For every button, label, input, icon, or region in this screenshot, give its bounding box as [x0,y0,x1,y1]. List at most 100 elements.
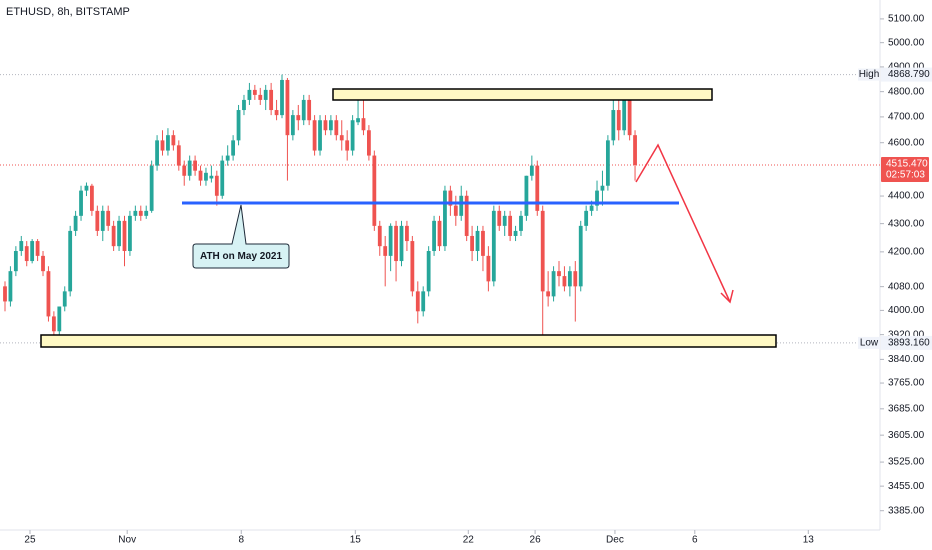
candle-body [388,225,393,256]
candle-body [187,160,192,176]
candle-body [160,140,165,151]
candle-body [171,135,176,146]
candles [3,74,637,343]
y-tick-label: 3920.00 [888,329,925,340]
candle-body [128,215,132,252]
candle-body [595,190,599,206]
x-tick-label: 15 [350,535,362,546]
level-tag: Low [860,338,879,349]
candle-body [117,220,121,247]
candle-body [258,94,263,100]
candle-body [13,251,18,272]
candle-body [497,210,502,226]
arrow-head [720,289,734,304]
candle-body [546,291,551,297]
candle-body [51,316,56,332]
level-value-box [881,335,932,350]
candle-body [519,215,523,231]
candle-body [394,225,398,262]
candle-body [166,135,170,151]
x-tick-label: Dec [606,535,624,546]
candle-body [557,271,561,277]
candle-body [567,271,572,287]
last-price-label: 4515.470 [886,159,928,170]
y-tick-label: 4200.00 [888,247,925,258]
level-tag-box [858,336,880,349]
y-tick-label: 3455.00 [888,481,925,492]
callout [192,204,290,269]
candle-body [470,235,475,252]
y-tick-label: 4900.00 [888,62,925,73]
candle-body [312,120,317,151]
candle-body [198,170,203,181]
candle-body [79,190,83,216]
candle-body [89,185,94,211]
candle-body [144,210,149,216]
candle-body [540,210,545,292]
candle-body [138,210,143,216]
candle-body [318,120,322,151]
candle-body [578,225,583,287]
candle-body [573,271,578,287]
candle-body [399,225,404,262]
candle-body [426,251,431,292]
candle-body [562,276,567,287]
level-value: 4868.790 [888,69,930,80]
candle-body [274,110,279,116]
candle-body [524,175,529,216]
candle-body [432,220,436,252]
candle-body [323,120,328,131]
x-tick-label: 8 [238,535,244,546]
candle-body [68,230,73,292]
candle-body [633,135,637,165]
y-tick-label: 4080.00 [888,281,925,292]
candle-body [589,205,594,211]
y-tick-label: 4800.00 [888,86,925,97]
candle-body [616,110,621,131]
candle-body [464,195,469,236]
projection-arrow [635,143,731,303]
candle-body [41,255,45,272]
candle-body [307,99,312,121]
candle-body [3,286,7,302]
candle-body [551,271,556,297]
level-value: 3893.160 [888,338,930,349]
candle-body [290,115,295,136]
candle-body [328,120,333,131]
candle-body [280,79,284,116]
candle-body [459,195,464,216]
candle-body [350,120,355,151]
candle-body [584,210,589,226]
candle-body [508,215,513,236]
candle-body [361,118,366,131]
candle-body [62,291,67,307]
candle-body [372,155,377,226]
candle-body [383,246,388,256]
candle-body [622,99,627,131]
candle-body [421,291,426,312]
candle-body [301,99,306,121]
resistance-box [332,88,713,101]
candle-body [377,225,382,247]
candle-body [513,230,518,236]
candle-body [529,165,534,176]
countdown: 02:57:03 [886,170,925,181]
y-tick-label: 3605.00 [888,430,925,441]
candle-body [296,115,301,121]
candle-body [46,271,51,317]
candle-body [95,210,100,231]
last-price-box [881,156,929,182]
candle-body [122,220,127,252]
candle-body [269,89,274,111]
y-tick-label: 4700.00 [888,112,925,123]
candle-body [600,185,605,191]
candle-body [155,140,159,166]
x-tick-label: 22 [463,535,475,546]
candle-body [443,190,447,247]
candle-body [242,99,246,111]
candle-body [73,215,78,231]
candle-body [35,241,40,256]
candle-body [24,246,29,262]
